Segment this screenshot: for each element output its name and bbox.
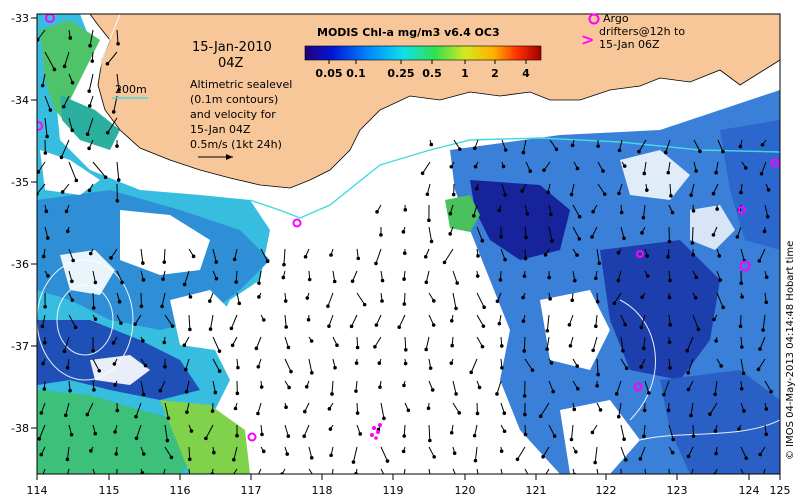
altimetry-line-3: and velocity for <box>190 108 276 121</box>
x-tick-label: 121 <box>526 484 547 497</box>
x-tick-label: 117 <box>241 484 262 497</box>
colorbar-tick-label: 4 <box>522 67 530 80</box>
x-tick-label: 119 <box>383 484 404 497</box>
altimetry-line-1: Altimetric sealevel <box>190 78 292 91</box>
colorbar-title: MODIS Chl-a mg/m3 v6.4 OC3 <box>317 26 500 39</box>
argo-marker <box>739 260 751 272</box>
x-tick-label: 125 <box>770 484 791 497</box>
sealevel-contours <box>37 14 780 441</box>
argo-marker <box>636 250 644 258</box>
velocity-scale-label: 0.5m/s (1kt 24h) <box>190 138 282 151</box>
x-tick-label: 116 <box>170 484 191 497</box>
colorbar <box>304 45 542 61</box>
y-tick-label: -35 <box>11 176 29 189</box>
argo-legend-line-3: 15-Jan 06Z <box>599 38 660 51</box>
x-tick-label: 120 <box>455 484 476 497</box>
argo-legend-marker <box>588 13 600 25</box>
colorbar-tick-label: 1 <box>461 67 469 80</box>
argo-legend-line-2: drifters@12h to <box>599 25 685 38</box>
x-tick-label: 118 <box>312 484 333 497</box>
colorbar-tick-label: 0.5 <box>422 67 442 80</box>
y-tick-label: -38 <box>11 422 29 435</box>
time-label: 04Z <box>218 56 244 71</box>
altimetry-line-4: 15-Jan 04Z <box>190 123 251 136</box>
argo-marker <box>738 206 746 214</box>
argo-marker <box>770 158 780 168</box>
argo-marker <box>247 432 257 442</box>
plot-frame <box>36 13 781 475</box>
date-label: 15-Jan-2010 <box>192 40 272 55</box>
colorbar-tick-label: 2 <box>491 67 499 80</box>
colorbar-tick-label: 0.25 <box>387 67 414 80</box>
isobath-legend-label: 200m <box>115 83 147 96</box>
argo-marker <box>292 218 302 228</box>
x-axis: 114 115 116 117 118 119 120 121 122 123 124 125 <box>27 474 791 497</box>
x-tick-label: 123 <box>667 484 688 497</box>
altimetry-line-2: (0.1m contours) <box>190 93 278 106</box>
velocity-arrows <box>37 29 773 474</box>
argo-legend-line-1: Argo <box>603 12 629 25</box>
central-green-filament <box>445 195 480 232</box>
argo-marker <box>37 121 43 131</box>
credit-text: © IMOS 04-May-2013 04:14:48 Hobart time <box>785 241 796 460</box>
argo-marker <box>633 382 643 392</box>
colorbar-tick-label: 0.1 <box>346 67 366 80</box>
colorbar-tick-label: 0.05 <box>315 67 342 80</box>
colorbar-ticks: 0.05 0.1 0.25 0.5 1 2 4 <box>315 60 530 80</box>
argo-cluster <box>370 423 382 440</box>
isobath-200m-line <box>249 137 780 219</box>
x-tick-label: 122 <box>596 484 617 497</box>
x-tick-label: 114 <box>27 484 48 497</box>
y-tick-label: -33 <box>11 12 29 25</box>
argo-drifters <box>37 14 780 442</box>
velocity-scale-arrow <box>198 154 233 160</box>
argo-legend-arrow: > <box>581 30 594 49</box>
y-tick-label: -37 <box>11 340 29 353</box>
x-tick-label: 124 <box>739 484 760 497</box>
y-tick-label: -36 <box>11 258 29 271</box>
x-tick-label: 115 <box>99 484 120 497</box>
y-tick-label: -34 <box>11 94 29 107</box>
argo-marker <box>45 14 55 23</box>
land-mass <box>89 14 780 189</box>
y-axis: -33 -34 -35 -36 -37 -38 <box>11 12 37 435</box>
east-ocean-chl <box>450 90 780 474</box>
